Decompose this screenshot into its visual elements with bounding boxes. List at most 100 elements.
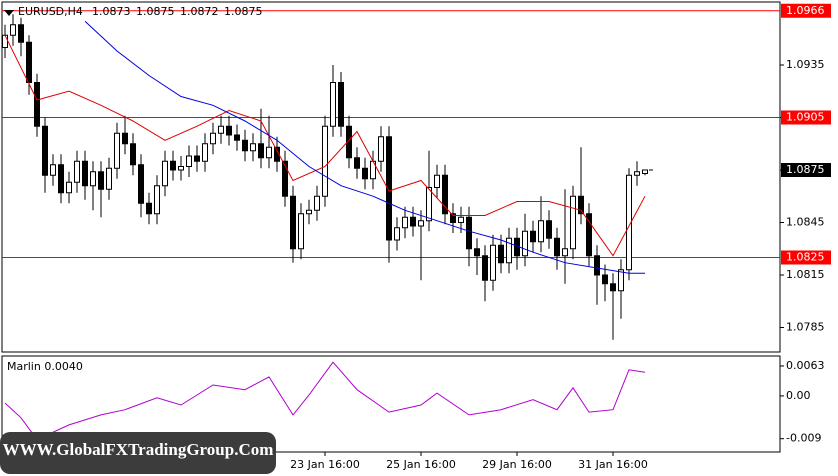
candle-body [466, 216, 472, 250]
candle-body [74, 160, 80, 183]
candle-body [250, 143, 256, 152]
candle-body [90, 171, 96, 187]
candle-body [330, 82, 336, 127]
candle-body [194, 155, 200, 162]
indicator-label: Marlin 0.0040 [7, 360, 83, 373]
watermark-box [0, 432, 276, 474]
ohlc-high: 1.0875 [136, 5, 175, 18]
candle-body [314, 195, 320, 211]
candle-body [306, 209, 312, 215]
candle-body [106, 167, 112, 190]
candle-body [474, 248, 480, 257]
candle-body [450, 213, 456, 223]
candle-body [122, 132, 128, 145]
candle-body [178, 166, 184, 171]
candle-body [642, 169, 648, 174]
candle-body [490, 244, 496, 281]
candle-body [530, 230, 536, 243]
candle-body [274, 146, 280, 162]
candle-body [210, 132, 216, 145]
candle-body [242, 139, 248, 152]
candle-body [282, 160, 288, 197]
indicator-y-tick-label: 0.0063 [786, 359, 825, 372]
candle-body [578, 195, 584, 215]
candle-body [618, 269, 624, 292]
candle-body [554, 237, 560, 257]
candle-body [354, 157, 360, 169]
y-tick-label: 1.0815 [786, 268, 825, 281]
level-label: 1.0905 [786, 111, 825, 124]
indicator-y-tick-label: 0.00 [786, 389, 811, 402]
candle-body [218, 125, 224, 134]
candle-body [362, 167, 368, 180]
main-panel [1, 1, 781, 353]
candle-body [434, 174, 440, 188]
candle-body [482, 255, 488, 281]
candle-body [50, 164, 56, 176]
ma-line [4, 35, 646, 257]
candle-body [98, 171, 104, 190]
candle-body [162, 160, 168, 187]
x-tick-label: 25 Jan 16:00 [386, 458, 456, 471]
candle-body [538, 220, 544, 243]
candle-body [594, 255, 600, 276]
candle-body [18, 24, 24, 43]
candle-body [602, 274, 608, 285]
candle-body [410, 216, 416, 227]
candle-body [26, 41, 32, 83]
candle-body [346, 125, 352, 159]
candle-body [386, 136, 392, 241]
level-label-box [781, 3, 831, 18]
candle-body [138, 164, 144, 204]
candle-body [610, 283, 616, 292]
indicator-line [4, 361, 646, 441]
candle-body [506, 237, 512, 264]
ohlc-open: 1.0873 [92, 5, 131, 18]
candle-body [458, 216, 464, 223]
candle-body [418, 220, 424, 227]
candle-body [426, 187, 432, 222]
price-label-box [781, 163, 831, 177]
x-tick-label: 23 Jan 16:00 [290, 458, 360, 471]
candle-body [130, 143, 136, 166]
title-group: EURUSD,H4 1.0873 1.0875 1.0872 1.0875 [18, 5, 263, 18]
level-label-box [781, 250, 831, 265]
candle-body [42, 125, 48, 176]
candle-body [522, 230, 528, 257]
candle-body [58, 164, 64, 194]
y-tick-label: 1.0935 [786, 58, 825, 71]
candle-body [394, 227, 400, 241]
candle-body [498, 244, 504, 264]
candle-body [546, 220, 552, 239]
candle-body [34, 82, 40, 127]
y-tick-label: 1.0845 [786, 216, 825, 229]
candle-body [202, 143, 208, 162]
watermark: WWW.GlobalFXTradingGroup.Com [3, 440, 274, 459]
indicator-y-tick-label: -0.009 [786, 432, 821, 445]
x-tick-label: 31 Jan 16:00 [578, 458, 648, 471]
candle-body [378, 136, 384, 162]
candle-body [2, 34, 8, 48]
candle-body [10, 24, 16, 36]
candle-body [402, 216, 408, 229]
main-layer: 1.0935 1.0905 1.0875 1.0845 1.0815 1.0785 23 J… [2, 3, 831, 471]
ohlc-low: 1.0872 [180, 5, 219, 18]
candle-body [66, 181, 72, 194]
candle-body [322, 125, 328, 197]
candle-body [298, 213, 304, 250]
candle-body [570, 195, 576, 250]
level-label: 1.0966 [786, 4, 825, 17]
level-label-box [781, 110, 831, 125]
candle-body [338, 82, 344, 127]
chart-title: EURUSD,H4 [18, 5, 83, 18]
candle-body [442, 174, 448, 215]
candle-body [266, 146, 272, 159]
candle-body [154, 185, 160, 215]
candle-body [146, 202, 152, 215]
candle-body [586, 213, 592, 257]
level-label: 1.0825 [786, 251, 825, 264]
candle-body [170, 160, 176, 171]
price-label: 1.0875 [786, 163, 825, 176]
